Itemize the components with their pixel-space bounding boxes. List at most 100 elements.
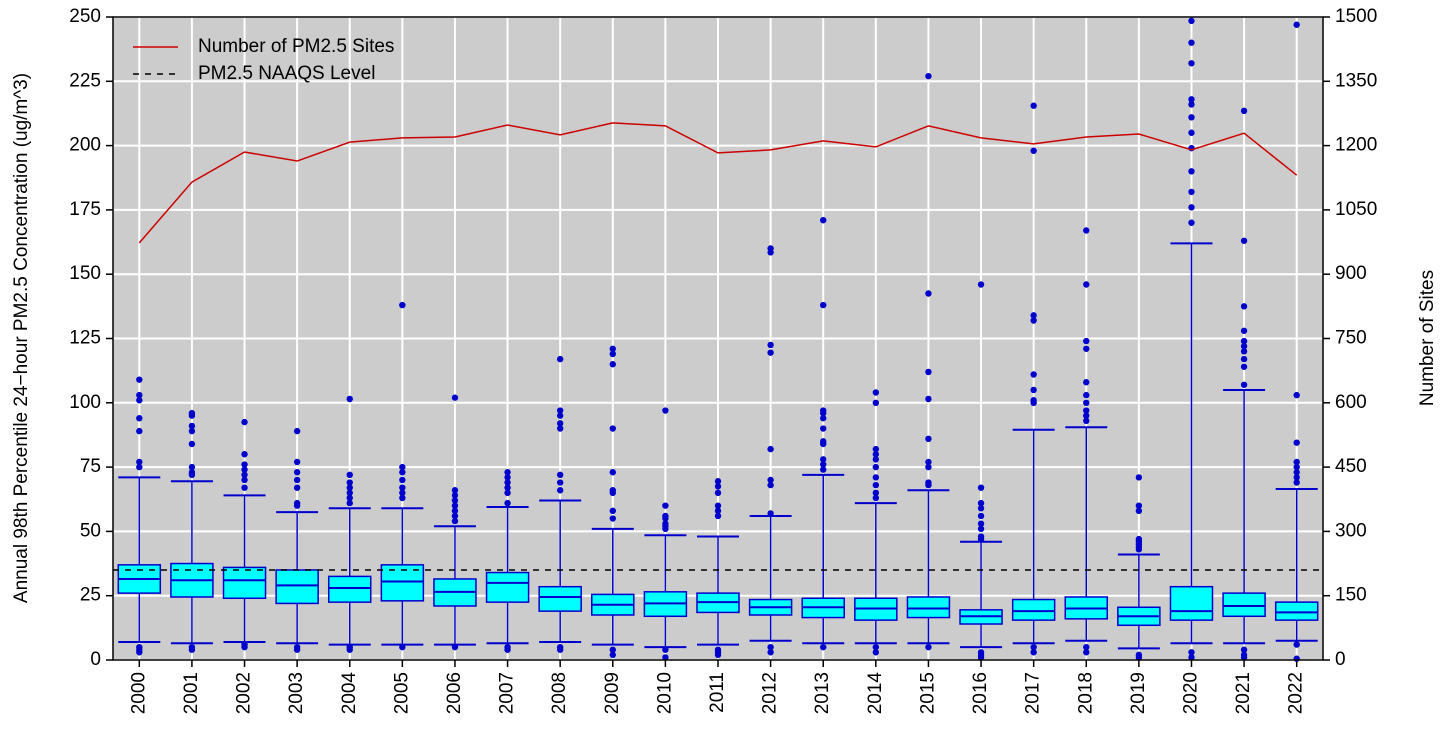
outlier [977, 281, 985, 288]
outlier [872, 463, 880, 471]
outlier [1030, 386, 1037, 394]
x-tick-label: 2006 [444, 672, 465, 714]
outlier [556, 471, 564, 479]
outlier [188, 646, 196, 653]
box [222, 566, 267, 600]
x-tick-label: 2001 [181, 672, 202, 714]
outlier [188, 471, 196, 479]
outlier [293, 646, 301, 653]
outlier [714, 651, 722, 659]
outlier [1030, 399, 1037, 406]
x-tick-label: 2015 [917, 672, 938, 714]
outlier [872, 481, 880, 489]
x-tick-label: 2008 [549, 672, 570, 714]
y2-tick-label: 900 [1335, 263, 1367, 284]
outlier [609, 489, 616, 497]
outlier [504, 499, 511, 507]
outlier [1240, 381, 1248, 388]
outlier [714, 507, 722, 515]
outlier [1135, 502, 1143, 509]
box [327, 575, 372, 603]
outlier [662, 502, 669, 509]
y-tick-label: 125 [69, 328, 101, 349]
outlier [662, 407, 669, 414]
outlier [504, 484, 511, 491]
outlier [767, 445, 774, 453]
outlier [925, 435, 932, 443]
outlier [556, 355, 564, 363]
outlier [1030, 312, 1037, 319]
box [485, 571, 530, 603]
outlier [1293, 474, 1300, 481]
outlier [872, 649, 880, 656]
outlier [399, 469, 406, 476]
outlier [767, 476, 774, 484]
outlier [1083, 649, 1090, 656]
outlier [241, 461, 248, 468]
y2-tick-label: 600 [1335, 392, 1367, 413]
outlier [872, 489, 880, 497]
y2-tick-label: 300 [1335, 520, 1367, 541]
outlier [293, 484, 301, 491]
outlier [714, 502, 722, 509]
box [1222, 592, 1266, 618]
outlier [714, 489, 722, 497]
outlier [399, 494, 406, 502]
y-tick-label: 100 [69, 392, 101, 413]
outlier [820, 425, 827, 432]
legend-label: PM2.5 NAAQS Level [198, 63, 375, 84]
outlier [609, 350, 616, 358]
outlier [136, 649, 143, 656]
outlier [1083, 391, 1090, 399]
outlier [293, 502, 301, 509]
outlier [662, 654, 669, 661]
outlier [1083, 412, 1090, 419]
outlier [977, 499, 985, 507]
outlier [293, 469, 301, 476]
outlier [556, 412, 564, 419]
outlier [1188, 114, 1195, 121]
outlier [1030, 371, 1037, 378]
outlier [609, 425, 616, 432]
outlier [1083, 227, 1090, 234]
outlier [1083, 417, 1090, 425]
outlier [609, 507, 616, 515]
outlier [1240, 646, 1248, 653]
outlier [925, 463, 932, 471]
y2-tick-label: 1050 [1335, 199, 1377, 220]
outlier [925, 290, 932, 297]
outlier [1240, 348, 1248, 355]
outlier [820, 643, 827, 651]
outlier [662, 515, 669, 522]
outlier [767, 349, 774, 356]
outlier [1188, 39, 1195, 46]
outlier [241, 418, 248, 426]
outlier [925, 481, 932, 489]
outlier [346, 489, 353, 497]
outlier [820, 409, 827, 417]
outlier [1188, 654, 1195, 661]
x-tick-label: 2004 [339, 672, 360, 715]
outlier [346, 494, 353, 502]
outlier [556, 407, 564, 414]
outlier [609, 361, 616, 368]
y2-tick-label: 1500 [1335, 6, 1377, 27]
outlier [241, 466, 248, 473]
outlier [1188, 168, 1195, 175]
outlier [714, 512, 722, 520]
outlier [346, 484, 353, 491]
outlier [714, 478, 722, 485]
outlier [1188, 101, 1195, 108]
outlier [188, 440, 196, 448]
outlier [925, 643, 932, 651]
legend-label: Number of PM2.5 Sites [198, 36, 394, 57]
x-tick-label: 2020 [1180, 672, 1201, 714]
outlier [820, 301, 827, 309]
outlier [977, 505, 985, 512]
outlier [346, 395, 353, 403]
outlier [609, 646, 616, 653]
outlier [1135, 546, 1143, 553]
outlier [1293, 479, 1300, 486]
outlier [1188, 188, 1195, 196]
